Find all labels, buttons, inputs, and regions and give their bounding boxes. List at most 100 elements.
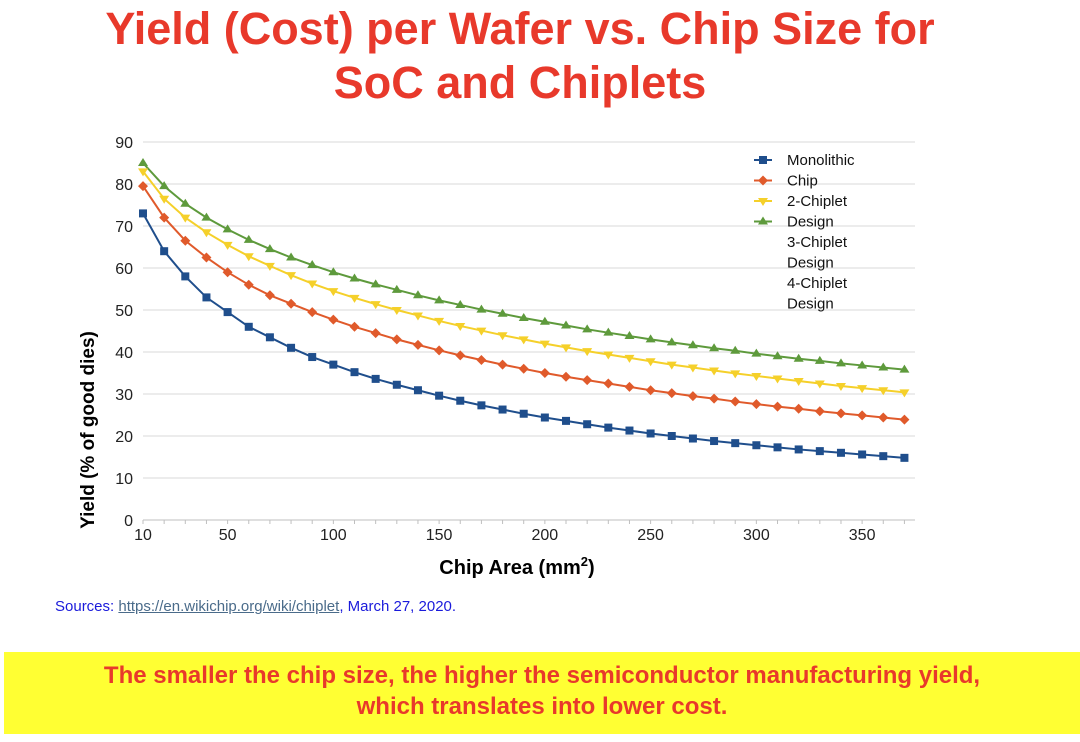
series-2-point-210 [561,344,572,353]
series-2-point-110 [349,294,360,303]
legend-entry-6: 4-Chiplet [787,275,848,292]
series-3-point-70 [264,244,275,253]
series-0-point-350 [858,450,867,459]
series-1-point-310 [772,401,783,412]
legend-marker-2 [758,198,768,206]
x-axis-label: Chip Area (mm2) [439,554,594,579]
banner-line-2: which translates into lower cost. [356,693,728,720]
series-2-point-70 [264,262,275,271]
axes [142,519,915,524]
series-2-point-140 [412,312,423,321]
series-1-point-140 [412,339,423,350]
series-2-point-20 [159,195,170,204]
y-tick-label-40: 40 [115,345,133,362]
y-axis-label: Yield (% of good dies) [78,331,99,529]
x-tick-label-200: 200 [532,527,559,544]
series-0-point-180 [498,405,507,414]
series-2-point-350 [857,385,868,394]
series-0-point-330 [815,447,824,456]
series-1-point-160 [455,350,466,361]
series-0-point-300 [752,441,761,450]
series-0-point-250 [646,429,655,438]
series-2-point-150 [434,317,445,326]
legend-entry-5: Design [787,255,834,272]
series-2-point-100 [328,288,339,297]
series-0-point-200 [540,413,549,422]
series-2-point-200 [539,340,550,349]
series-1-point-110 [349,321,360,332]
series-1-point-320 [793,403,804,414]
x-axis-label-sup: 2 [581,554,588,569]
y-tick-label-30: 30 [115,387,133,404]
title-line-2: SoC and Chiplets [333,57,707,108]
series-3-point-190 [518,312,529,321]
series-0-point-80 [287,343,296,352]
series-0-point-190 [519,409,528,418]
series-2-point-250 [645,358,656,367]
series-3-point-350 [857,360,868,369]
series-3-point-90 [307,260,318,269]
series-1-point-170 [476,354,487,365]
series-3-point-60 [243,234,254,243]
series-0-point-40 [202,293,211,302]
legend-entry-1: Chip [787,173,818,190]
series-1-point-90 [307,307,318,318]
series-1-point-30 [180,235,191,246]
series-0-point-110 [350,368,359,377]
series-3-point-80 [286,252,297,261]
series-1-point-20 [159,212,170,223]
series-3-point-250 [645,334,656,343]
series-3-point-300 [751,348,762,357]
legend-marker-0 [759,156,767,164]
series-3-point-320 [793,353,804,362]
series-0-point-270 [688,434,697,443]
series-0-point-280 [710,437,719,446]
series-2-point-290 [730,370,741,379]
series-2-point-130 [391,307,402,315]
series-2-point-10 [138,168,148,177]
series-2-point-370 [899,389,910,398]
series-3-point-130 [391,284,402,293]
x-tick-label-150: 150 [426,527,453,544]
series-1-point-260 [666,388,677,399]
legend-marker-1 [758,175,768,186]
series-2-point-240 [624,354,635,363]
series-1-point-350 [857,410,868,421]
series-3-point-110 [349,273,360,282]
series-0-point-140 [413,386,422,395]
x-tick-label-10: 10 [134,527,152,544]
banner-line-1: The smaller the chip size, the higher th… [103,662,981,689]
series-1-point-70 [264,290,275,301]
series-1-point-330 [814,406,825,417]
series-1-point-250 [645,385,656,396]
legend-entry-4: 3-Chiplet [787,234,848,251]
series-3-point-240 [624,331,635,340]
series-2-point-360 [878,387,889,396]
series-0-point-160 [456,396,465,405]
series-0-point-360 [879,452,888,461]
series-3-point-30 [180,198,191,207]
series-2-point-280 [709,367,720,376]
series-2-point-320 [793,377,804,386]
series-1-point-230 [603,378,614,389]
series-3-point-40 [201,212,212,221]
series-3-point-20 [159,181,170,190]
series-3-point-160 [455,299,466,308]
series-0-point-370 [900,453,909,462]
series-1-point-120 [370,328,381,339]
series-3-point-50 [222,224,233,233]
series-1-point-290 [730,396,741,407]
series-1-point-220 [582,375,593,386]
y-tick-label-0: 0 [124,513,133,530]
legend-entry-7: Design [787,296,834,313]
series-0-point-100 [329,360,338,369]
series-0-point-90 [308,353,317,362]
sources-link[interactable]: https://en.wikichip.org/wiki/chiplet [118,598,340,615]
series-1-point-280 [709,393,720,404]
series-0-point-260 [667,432,676,440]
series-3-point-150 [434,295,445,304]
series-3-point-340 [835,358,846,367]
series-2-point-90 [307,280,318,289]
